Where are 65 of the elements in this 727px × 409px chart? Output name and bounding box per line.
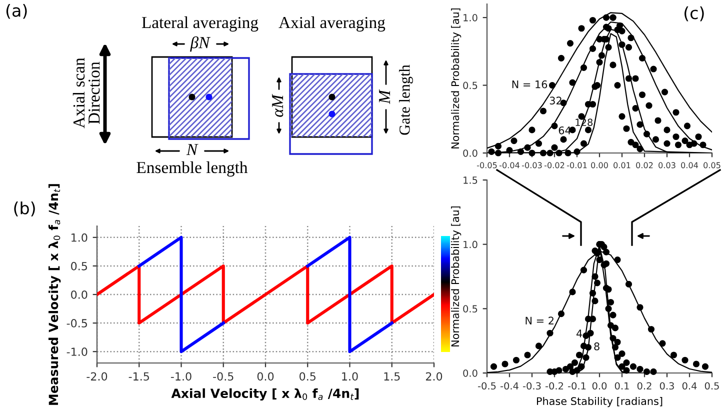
x-tick-label: -2.0: [86, 372, 108, 381]
y-tick-label: -1.0: [66, 348, 88, 356]
x-tick-label: 0.00: [591, 162, 608, 168]
x-tick-label: 0.0: [257, 372, 274, 381]
y-tick-label: 1.5: [464, 176, 478, 184]
y-tick-label: 0.0: [71, 290, 88, 299]
text: αM: [272, 94, 284, 117]
x-tick-label: -0.02: [544, 162, 564, 168]
y-tick-label: 0.5: [463, 305, 478, 312]
text: Ensemble length: [136, 161, 248, 177]
text: M: [379, 89, 390, 104]
y-tick-label: 1.0: [464, 14, 478, 22]
x-tick-label: 1.5: [384, 372, 400, 381]
text: Axial averaging: [278, 16, 386, 32]
x-tick-label: 0.01: [614, 162, 630, 168]
x-tick-label: -0.01: [566, 162, 587, 168]
y-tick-label: 0.0: [463, 149, 478, 157]
x-tick-label: 0.1: [614, 382, 629, 390]
x-tick-label: 0.04: [681, 162, 698, 168]
x-tick-label: -0.2: [545, 382, 564, 390]
x-tick-label: -0.4: [500, 382, 518, 390]
x-tick-label: -0.05: [476, 162, 497, 168]
x-tick-label: 0.4: [682, 382, 697, 390]
x-axis-title: Phase Stability [radians]: [536, 396, 662, 408]
annotation: 8: [594, 342, 600, 350]
x-tick-label: -1.5: [128, 372, 149, 381]
x-tick-label: -0.5: [478, 382, 496, 390]
x-tick-label: 2.0: [426, 372, 442, 381]
y-tick-label: 0.5: [463, 82, 478, 90]
y-axis-title: Normalized Probability [au]: [451, 8, 462, 148]
text: Axial scan Direction: [72, 58, 100, 128]
x-tick-label: -0.04: [499, 162, 520, 168]
y-tick-label: -0.5: [66, 319, 88, 328]
x-tick-label: -1.0: [170, 372, 192, 381]
x-tick-label: 0.03: [658, 162, 676, 168]
x-tick-label: -0.3: [522, 382, 541, 390]
text: N: [186, 144, 198, 156]
x-tick-label: 0.02: [636, 162, 653, 168]
x-tick-label: 0.5: [704, 382, 719, 390]
annotation: 64: [558, 126, 571, 134]
x-tick-label: -0.1: [568, 382, 586, 390]
annotation: N = 2: [526, 316, 554, 324]
text: βN: [190, 36, 210, 52]
y-tick-label: 0.5: [71, 262, 87, 270]
text: Lateral averaging: [142, 16, 258, 32]
x-tick-label: 0.2: [637, 382, 652, 390]
x-tick-label: 0.05: [704, 162, 720, 168]
y-tick-label: 1.0: [464, 240, 478, 248]
x-tick-label: 0.3: [660, 382, 674, 390]
y-axis-title: Normalized Probability [au]: [451, 206, 462, 346]
y-axis-title: Measured Velocity [ x λ$_{0}$ f$_{a}$ /4n$_{t}$]: [48, 184, 61, 405]
text: Gate length: [399, 64, 413, 135]
x-tick-label: 1.0: [342, 372, 358, 381]
x-axis-title: Axial Velocity [ x λ$_{0}$ f$_{a}$ /4n$_{t}$]: [171, 388, 359, 401]
chart-title: (c): [684, 6, 704, 22]
y-tick-label: 1.0: [72, 233, 88, 242]
text: (a): [6, 4, 27, 19]
annotation: N = 16: [512, 80, 548, 88]
annotation: 32: [550, 96, 562, 105]
x-tick-label: 0.5: [300, 372, 316, 381]
x-tick-label: -0.5: [213, 372, 234, 381]
chart-title: (b): [14, 201, 35, 216]
x-tick-label: -0.03: [522, 162, 542, 168]
annotation: 4: [576, 330, 582, 338]
x-tick-label: 0.0: [592, 382, 607, 390]
